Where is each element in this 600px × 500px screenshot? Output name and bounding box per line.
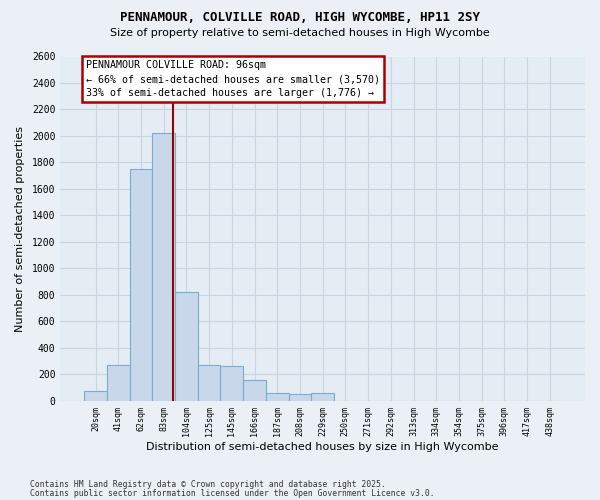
Bar — [152, 134, 175, 400]
Text: PENNAMOUR COLVILLE ROAD: 96sqm
← 66% of semi-detached houses are smaller (3,570): PENNAMOUR COLVILLE ROAD: 96sqm ← 66% of … — [86, 60, 380, 98]
Bar — [220, 366, 243, 400]
Bar — [84, 391, 107, 400]
Text: Size of property relative to semi-detached houses in High Wycombe: Size of property relative to semi-detach… — [110, 28, 490, 38]
Text: PENNAMOUR, COLVILLE ROAD, HIGH WYCOMBE, HP11 2SY: PENNAMOUR, COLVILLE ROAD, HIGH WYCOMBE, … — [120, 11, 480, 24]
Text: Contains HM Land Registry data © Crown copyright and database right 2025.: Contains HM Land Registry data © Crown c… — [30, 480, 386, 489]
Bar — [107, 365, 130, 400]
Bar — [198, 365, 220, 400]
Bar — [289, 394, 311, 400]
Bar — [175, 292, 198, 401]
Bar — [130, 169, 152, 400]
Bar — [266, 394, 289, 400]
Text: Contains public sector information licensed under the Open Government Licence v3: Contains public sector information licen… — [30, 488, 434, 498]
X-axis label: Distribution of semi-detached houses by size in High Wycombe: Distribution of semi-detached houses by … — [146, 442, 499, 452]
Y-axis label: Number of semi-detached properties: Number of semi-detached properties — [15, 126, 25, 332]
Bar — [243, 380, 266, 400]
Bar — [311, 393, 334, 400]
